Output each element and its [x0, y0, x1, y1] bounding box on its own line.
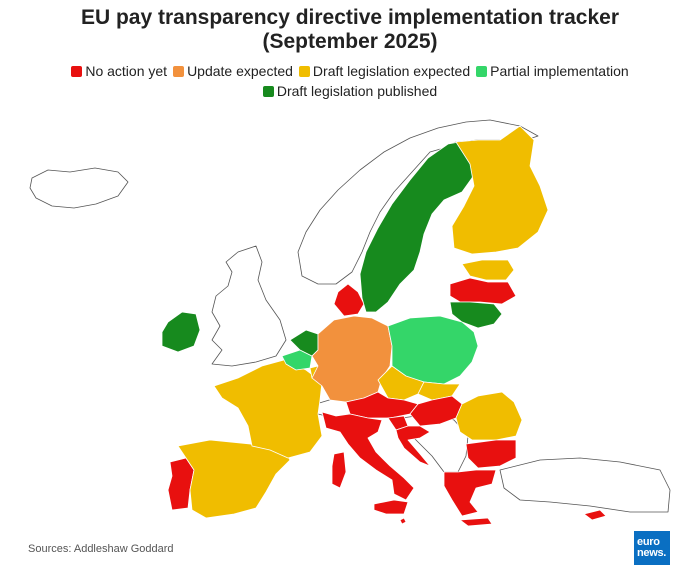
bulgaria — [465, 439, 517, 469]
legend-label: Draft legislation expected — [312, 63, 471, 79]
romania — [455, 391, 523, 441]
legend-label: Partial implementation — [490, 63, 629, 79]
chart-title: EU pay transparency directive implementa… — [0, 6, 700, 54]
sicily — [373, 499, 409, 515]
logo-text-line-2: news. — [637, 547, 667, 559]
france — [213, 359, 323, 459]
legend-swatch — [476, 65, 488, 77]
finland — [451, 125, 549, 255]
legend: No action yet Update expected Draft legi… — [20, 63, 680, 99]
legend-label: No action yet — [85, 63, 168, 79]
legend-swatch — [173, 65, 185, 77]
title-line-1: EU pay transparency directive implementa… — [80, 6, 620, 29]
germany — [311, 315, 393, 403]
estonia — [461, 259, 515, 281]
greece — [443, 469, 497, 517]
cyprus — [583, 509, 607, 521]
sweden — [359, 139, 479, 313]
sardinia — [331, 451, 347, 489]
legend-swatch — [71, 65, 83, 77]
crete — [459, 517, 493, 527]
italy — [321, 411, 415, 501]
legend-item-draft-expected: Draft legislation expected — [298, 63, 471, 79]
logo-text-line-1: euro — [637, 536, 660, 548]
lithuania — [449, 301, 503, 329]
legend-label: Draft legislation published — [276, 83, 438, 99]
euronews-logo: euro news. — [634, 531, 670, 565]
legend-swatch — [298, 65, 310, 77]
source-note: Sources: Addleshaw Goddard — [28, 543, 174, 555]
iceland-outline — [29, 167, 129, 209]
denmark — [333, 283, 365, 317]
legend-item-partial-implementation: Partial implementation — [476, 63, 629, 79]
legend-item-update-expected: Update expected — [173, 63, 293, 79]
legend-label: Update expected — [187, 63, 293, 79]
portugal — [167, 457, 195, 511]
malta — [399, 517, 407, 525]
europe-map — [29, 119, 671, 527]
croatia — [395, 425, 431, 467]
title-line-2: (September 2025) — [262, 30, 438, 53]
legend-item-no-action: No action yet — [71, 63, 167, 79]
great-britain-outline — [211, 245, 287, 367]
ireland — [161, 311, 201, 353]
legend-item-draft-published: Draft legislation published — [262, 83, 438, 99]
turkey-outline — [499, 457, 671, 513]
latvia — [449, 277, 517, 305]
legend-swatch — [262, 85, 274, 97]
